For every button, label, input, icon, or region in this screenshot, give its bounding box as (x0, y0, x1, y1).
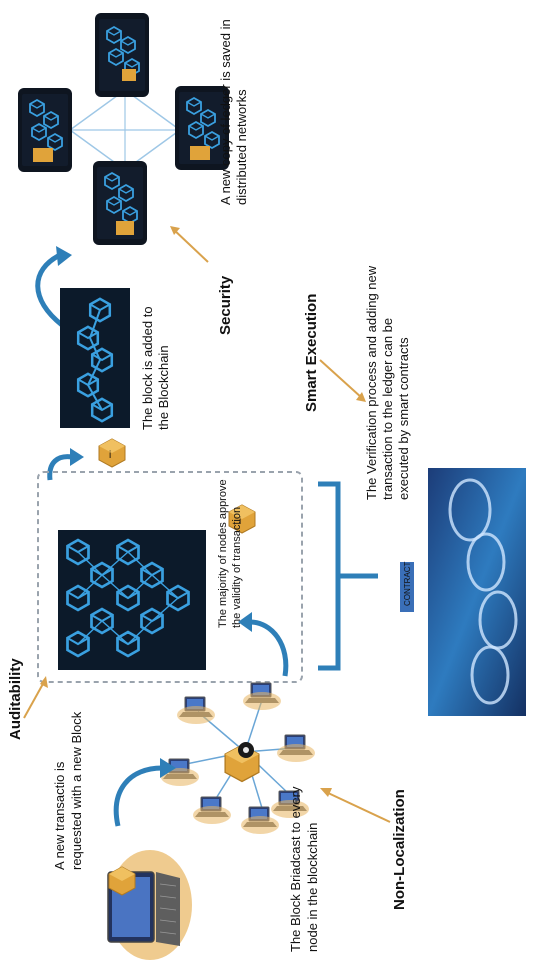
svg-text:i: i (239, 516, 241, 527)
smart-contracts-line-1: The Verification process and adding new (364, 265, 379, 500)
verification-dashed-box (37, 471, 303, 683)
svg-text:A new transactio is reques: A new transactio is requested with a new… (52, 711, 84, 870)
arrow-to-broadcast (113, 765, 163, 827)
majority-line-1: The majority of nodes approve (217, 479, 229, 628)
security-label: Security (217, 275, 234, 335)
majority-line-2: the validity of transaction (231, 507, 243, 628)
svg-text:A new copy of ledger is saved: A new copy of ledger is saved in distrib… (218, 16, 249, 205)
smart-contracts-line-2: transaction to the ledger can be (380, 318, 395, 500)
svg-text:The majority of nodes approve: The majority of nodes approve the validi… (217, 476, 243, 628)
arrow-to-block (47, 454, 73, 481)
security-pointer-line (171, 227, 209, 263)
svg-text:The Block Briadcast to every: The Block Briadcast to every node in the… (288, 783, 320, 952)
svg-text:i: i (109, 450, 111, 461)
arrow-to-approval (249, 619, 289, 677)
non-localization-label: Non-Localization (391, 789, 408, 910)
smart-contracts-line-3: executed by smart contracts (396, 337, 411, 500)
block-added-line-1: The block is added to (140, 306, 155, 430)
blockchain-block-panel (60, 288, 130, 428)
block-cube-icon: i (98, 438, 126, 468)
smart-execution-label: Smart Execution (303, 294, 320, 412)
new-transaction-line-1: A new transactio is (52, 761, 67, 870)
broadcast-line-1: The Block Briadcast to every (288, 786, 303, 952)
ledger-copy-line-2: distributed networks (234, 89, 249, 205)
new-transaction-line-2: requested with a new Block (69, 711, 84, 870)
node-network-panel (58, 530, 206, 670)
arrow-to-ledger (35, 252, 64, 327)
phone-node-icon (95, 13, 149, 97)
block-cube-icon: i (228, 504, 256, 534)
distributed-ledger-group (18, 13, 229, 245)
block-added-line-2: the Blockchain (156, 345, 171, 430)
broadcast-network (160, 682, 316, 835)
svg-text:The Verification process and a: The Verification process and adding new … (364, 262, 411, 500)
svg-text:The block is added to the: The block is added to the Blockchain (140, 303, 171, 430)
contract-label: CONTRACT (403, 561, 412, 606)
requester-laptop-icon (107, 850, 192, 960)
auditability-label: Auditability (7, 658, 24, 740)
smart-contract-image (428, 468, 526, 716)
contract-tag (400, 562, 414, 612)
phone-node-icon (18, 88, 72, 172)
smart-execution-pointer (319, 359, 363, 399)
auditability-pointer (23, 681, 45, 719)
broadcast-line-2: node in the blockchain (305, 823, 320, 952)
ledger-copy-line-1: A new copy of ledger is saved in (218, 19, 233, 205)
non-localization-pointer (325, 791, 391, 823)
phone-node-icon (175, 86, 229, 170)
contract-brace (318, 481, 378, 671)
phone-node-icon (93, 161, 147, 245)
